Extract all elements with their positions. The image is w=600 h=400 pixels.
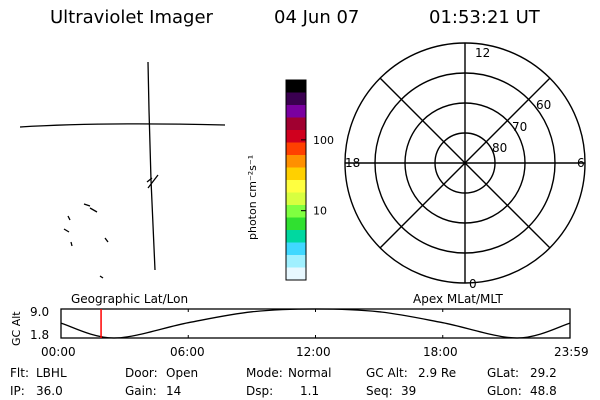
map-coast-fragment [67,215,71,221]
colorbar-swatch [286,155,306,168]
chart-frame [60,308,571,339]
polar-plot [344,42,586,284]
colorbar-swatch [286,180,306,193]
chart-ylabel: GC Alt [10,311,23,346]
map-coast-fragment [63,228,70,233]
ip-value: 36.0 [36,384,63,398]
colorbar-tick-label: 100 [313,134,334,147]
seq-value: 39 [401,384,417,398]
lat-ring-label-60: 60 [536,98,552,112]
colorbar-swatch [286,92,306,106]
door-value: Open [166,366,199,380]
chart-ytick-top: 9.0 [30,305,50,319]
gain-value: 14 [166,384,182,398]
colorbar-swatch [286,105,306,118]
date-label: 04 Jun 07 [274,7,360,28]
map-coast-fragment [89,207,98,213]
dsp-value: 1.1 [300,384,320,398]
door-label: Door: [125,366,158,380]
map-coast-fragment [146,177,153,183]
chart-xtick: 12:00 [296,345,331,359]
mlt-label-bottom: 0 [469,277,477,291]
polar-diagonal [379,77,551,249]
glat-value: 29.2 [530,366,557,380]
chart-xtick: 18:00 [423,345,458,359]
chart-xtick: 00:00 [41,345,76,359]
colorbar-swatch [286,217,306,231]
time-label: 01:53:21 UT [429,7,540,28]
seq-label: Seq: [366,384,393,398]
map-coast-fragment [83,203,91,207]
colorbar-swatch [286,80,306,93]
gcalt-value: 2.9 Re [418,366,457,380]
map-longitude-line [147,61,156,271]
chart-xtick: 23:59 [554,345,589,359]
mlt-label-right: 6 [577,156,585,170]
lat-ring-label-70: 70 [512,120,528,134]
gcalt-label: GC Alt: [366,366,408,380]
gain-label: Gain: [125,384,157,398]
colorbar-swatch [286,205,306,218]
glon-value: 48.8 [530,384,557,398]
mode-value: Normal [288,366,332,380]
filter-value: LBHL [36,366,67,380]
lat-ring-label-80: 80 [492,141,508,155]
colorbar-swatch [286,142,306,156]
chart-xtick: 06:00 [170,345,205,359]
colorbar-swatch [286,242,306,256]
map-label-apex: Apex MLat/MLT [413,292,503,306]
instrument-title: Ultraviolet Imager [50,7,213,28]
map-coast-fragment [104,237,109,243]
map-coast-fragment [99,275,104,279]
colorbar-swatch [286,167,306,181]
ip-label: IP: [10,384,25,398]
glat-label: GLat: [487,366,520,380]
mlt-label-top: 12 [475,46,491,60]
filter-label: Flt: [10,366,29,380]
mode-label: Mode: [246,366,283,380]
colorbar-frame [285,79,307,281]
map-coast-fragment [70,241,73,247]
mlt-label-left: 18 [345,156,361,170]
glon-label: GLon: [487,384,522,398]
map-label-geographic: Geographic Lat/Lon [71,292,189,306]
gc-alt-line [60,308,571,339]
chart-ytick-bottom: 1.8 [30,328,50,342]
colorbar-swatch [286,255,306,268]
map-latitude-line [19,123,226,128]
colorbar-swatch [286,267,306,281]
colorbar-swatch [286,230,306,243]
colorbar-tick-label: 10 [313,205,327,218]
dsp-label: Dsp: [246,384,274,398]
map-coast-fragment [147,174,159,189]
colorbar-swatch [286,117,306,131]
colorbar-swatch [286,192,306,206]
